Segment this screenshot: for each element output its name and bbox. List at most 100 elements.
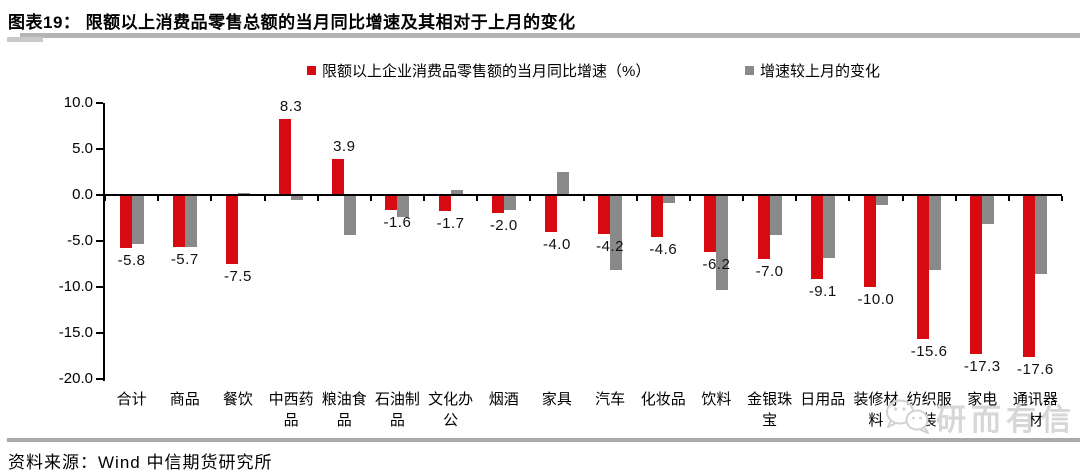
bar-value-label-中西药品: 8.3 [279, 97, 303, 115]
y-axis-tick-label: -5.0 [67, 232, 93, 249]
bar-red-装修材料 [863, 195, 876, 287]
bar-value-label-烟酒: -2.0 [489, 217, 518, 235]
bar-gray-石油制品 [397, 195, 410, 218]
bar-gray-家具 [556, 172, 569, 195]
source-note: 资料来源：Wind 中信期货研究所 [8, 453, 273, 472]
legend-item-yoy-growth: 限额以上企业消费品零售额的当月同比增速（%） [307, 60, 650, 81]
bar-gray-化妆品 [663, 195, 676, 204]
bar-value-label-家电: -17.3 [963, 358, 1001, 376]
y-axis-tick-label: -10.0 [58, 278, 93, 295]
legend-label-mom-change: 增速较上月的变化 [760, 63, 881, 80]
y-axis-tick-label: 0.0 [72, 186, 93, 203]
y-axis-tick [96, 194, 103, 196]
bar-value-label-装修材料: -10.0 [857, 291, 895, 308]
bar-value-label-石油制品: -1.6 [383, 213, 412, 231]
bar-value-label-通讯器材: -17.6 [1017, 360, 1054, 378]
x-axis-category-label-金银珠宝: 金银珠宝 [747, 391, 793, 429]
bar-gray-饮料 [716, 195, 729, 290]
bar-red-合计 [119, 195, 132, 249]
bar-value-label-饮料: -6.2 [702, 256, 731, 274]
x-axis-tick [795, 196, 798, 201]
x-axis-tick [529, 196, 532, 201]
bar-red-通讯器材 [1023, 195, 1036, 357]
legend-swatch-red [307, 66, 316, 75]
footer-divider [7, 438, 1080, 442]
x-axis-tick [848, 196, 851, 201]
x-axis-tick [369, 196, 372, 201]
bar-value-label-商品: -5.7 [170, 251, 199, 269]
bar-gray-合计 [131, 195, 144, 244]
x-axis-tick [104, 196, 106, 201]
x-axis-category-label-餐饮: 餐饮 [222, 391, 253, 408]
title-divider [20, 33, 1080, 38]
bar-value-label-金银珠宝: -7.0 [755, 263, 784, 281]
x-axis-tick [263, 196, 266, 201]
bar-red-金银珠宝 [757, 195, 770, 260]
x-axis-category-label-家具: 家具 [541, 391, 572, 408]
x-axis-category-label-通讯器材: 通讯器材 [1012, 391, 1058, 429]
y-axis-tick-label: -20.0 [58, 370, 93, 387]
y-axis-tick [96, 240, 103, 242]
x-axis-tick [742, 196, 744, 201]
x-axis-tick [635, 196, 638, 201]
bar-value-label-日用品: -9.1 [808, 282, 837, 300]
bar-value-label-文化办公: -1.7 [436, 214, 465, 232]
bar-gray-烟酒 [503, 195, 516, 210]
bar-red-石油制品 [385, 195, 398, 210]
bar-red-汽车 [598, 195, 611, 234]
x-axis-tick [1007, 196, 1010, 201]
x-axis-category-label-烟酒: 烟酒 [488, 391, 519, 408]
x-axis-tick [423, 196, 425, 201]
bar-red-中西药品 [279, 118, 292, 195]
bar-value-label-化妆品: -4.6 [649, 241, 678, 259]
y-axis-tick [96, 286, 103, 288]
bar-gray-文化办公 [450, 190, 463, 195]
bar-gray-装修材料 [875, 195, 888, 206]
y-axis-tick [96, 332, 103, 334]
y-axis-tick-label: 5.0 [72, 140, 93, 157]
x-axis-tick [157, 196, 160, 201]
y-axis-tick [96, 148, 103, 150]
bar-value-label-餐饮: -7.5 [223, 268, 252, 285]
bar-gray-中西药品 [291, 195, 304, 200]
x-axis-category-label-日用品: 日用品 [800, 391, 846, 408]
legend-label-yoy-growth: 限额以上企业消费品零售额的当月同比增速（%） [322, 63, 651, 80]
bar-red-化妆品 [651, 195, 664, 238]
bar-value-label-合计: -5.8 [117, 252, 146, 270]
bar-gray-日用品 [822, 195, 835, 259]
x-axis-category-label-中西药品: 中西药品 [268, 391, 314, 429]
bar-value-label-粮油食品: 3.9 [333, 138, 356, 156]
bar-red-日用品 [810, 195, 823, 279]
bar-value-label-汽车: -4.2 [596, 237, 624, 255]
x-axis-tick [476, 196, 479, 201]
bar-red-饮料 [704, 195, 717, 253]
legend-swatch-gray [745, 66, 754, 75]
x-axis-category-label-石油制品: 石油制品 [374, 391, 420, 429]
bar-gray-金银珠宝 [769, 195, 782, 235]
bar-value-label-家具: -4.0 [542, 235, 571, 253]
y-axis-tick [96, 378, 103, 380]
x-axis-category-label-装修材料: 装修材料 [853, 391, 899, 429]
legend-item-mom-change: 增速较上月的变化 [745, 60, 880, 81]
x-axis-tick [1061, 196, 1063, 201]
bar-red-文化办公 [438, 195, 451, 211]
x-axis-category-label-化妆品: 化妆品 [640, 391, 686, 408]
bar-red-家具 [544, 195, 557, 232]
x-axis-category-label-文化办公: 文化办公 [428, 391, 474, 429]
x-axis-category-label-粮油食品: 粮油食品 [321, 391, 367, 429]
x-axis-tick [954, 196, 957, 201]
x-axis-tick [582, 196, 585, 201]
bar-gray-汽车 [610, 195, 623, 271]
bar-red-纺织服装 [917, 195, 930, 339]
bar-gray-家电 [982, 195, 995, 225]
bar-red-烟酒 [491, 195, 504, 214]
x-axis-category-label-合计: 合计 [116, 391, 147, 408]
bar-red-商品 [172, 195, 185, 248]
x-axis-zero-line [103, 194, 1062, 196]
x-axis-tick [901, 196, 904, 201]
bar-gray-通讯器材 [1035, 195, 1048, 275]
bar-gray-商品 [184, 195, 197, 248]
figure-title: 图表19： 限额以上消费品零售总额的当月同比增速及其相对于上月的变化 [8, 13, 576, 32]
x-axis-category-label-汽车: 汽车 [595, 391, 626, 408]
